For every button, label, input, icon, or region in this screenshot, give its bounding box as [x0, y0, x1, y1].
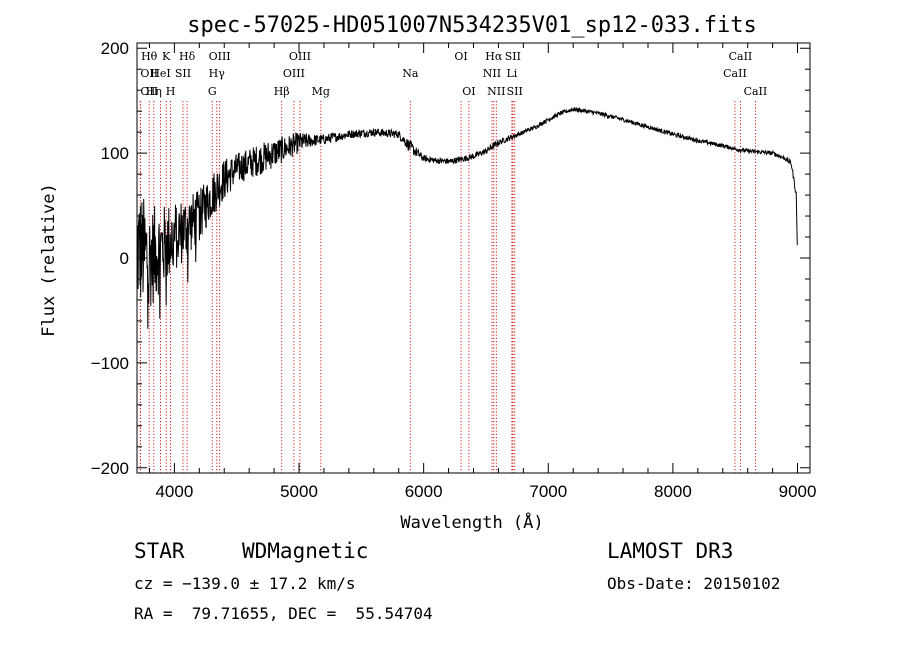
spectral-line-label: Hγ: [209, 67, 226, 80]
spectral-line-label: OIII: [209, 50, 231, 63]
y-axis-label: Flux (relative): [39, 183, 59, 337]
redshift-cz: cz = −139.0 ± 17.2 km/s: [134, 574, 356, 593]
spectral-line-label: SII: [175, 67, 191, 80]
spectral-line-label: Hθ: [141, 50, 158, 63]
spectral-line-label: CaII: [729, 50, 753, 63]
spectral-line-label: SII: [507, 85, 523, 98]
plot-frame: [136, 42, 811, 474]
spectral-line-label: OIII: [289, 50, 311, 63]
spectral-line-label: OII: [140, 85, 158, 98]
spectral-line-label: Hα: [485, 50, 503, 63]
x-tick-label: 7000: [529, 482, 567, 501]
axis-ticks: 4000 5000 6000 7000 8000 9000 −200 −100 0 100 200: [91, 39, 817, 501]
spectral-line-label: HeI: [150, 67, 170, 80]
chart-title: spec-57025-HD051007N534235V01_sp12-033.f…: [187, 13, 757, 38]
x-tick-label: 5000: [280, 482, 318, 501]
y-tick-label: 100: [101, 144, 129, 163]
spectral-line-label: G: [208, 85, 217, 98]
spectral-line-label: OI: [454, 50, 467, 63]
x-tick-label: 4000: [155, 482, 193, 501]
spectral-line-label: Hη: [146, 85, 162, 98]
spectral-line-label: CaII: [723, 67, 747, 80]
x-axis-label: Wavelength (Å): [400, 511, 543, 533]
spectral-line-label: OI: [462, 85, 475, 98]
spectral-line-label: Mg: [312, 85, 330, 98]
spectral-line-label: CaII: [744, 85, 768, 98]
y-tick-label: 200: [101, 39, 129, 58]
spectrum-chart: spec-57025-HD051007N534235V01_sp12-033.f…: [39, 13, 817, 533]
spectral-line-label: Hβ: [274, 85, 290, 98]
spectral-line-label: Na: [402, 67, 419, 80]
y-tick-label: −100: [91, 354, 129, 373]
spectral-line-label: H: [166, 85, 176, 98]
y-tick-label: 0: [120, 249, 129, 268]
x-tick-label: 8000: [654, 482, 692, 501]
spectral-line-label: OII: [140, 67, 158, 80]
y-tick-label: −200: [91, 459, 129, 478]
spectral-line-label: NII: [483, 67, 501, 80]
spectral-line-label: SII: [505, 50, 521, 63]
x-tick-label: 6000: [405, 482, 443, 501]
object-type: STAR: [134, 539, 185, 563]
spectral-line-label: Li: [506, 67, 517, 80]
spectral-line-label: NII: [487, 85, 505, 98]
spectrum-line: [136, 106, 798, 329]
spectral-line-label: OIII: [283, 67, 305, 80]
observation-date: Obs-Date: 20150102: [607, 574, 781, 593]
survey-name: LAMOST DR3: [607, 539, 734, 563]
x-tick-label: 9000: [779, 482, 817, 501]
sky-coordinates: RA = 79.71655, DEC = 55.54704: [134, 604, 433, 623]
spectral-line-markers: [139, 101, 756, 473]
spectral-line-label: K: [162, 50, 171, 63]
object-subclass: WDMagnetic: [242, 539, 369, 563]
spectral-line-label: Hδ: [179, 50, 196, 63]
